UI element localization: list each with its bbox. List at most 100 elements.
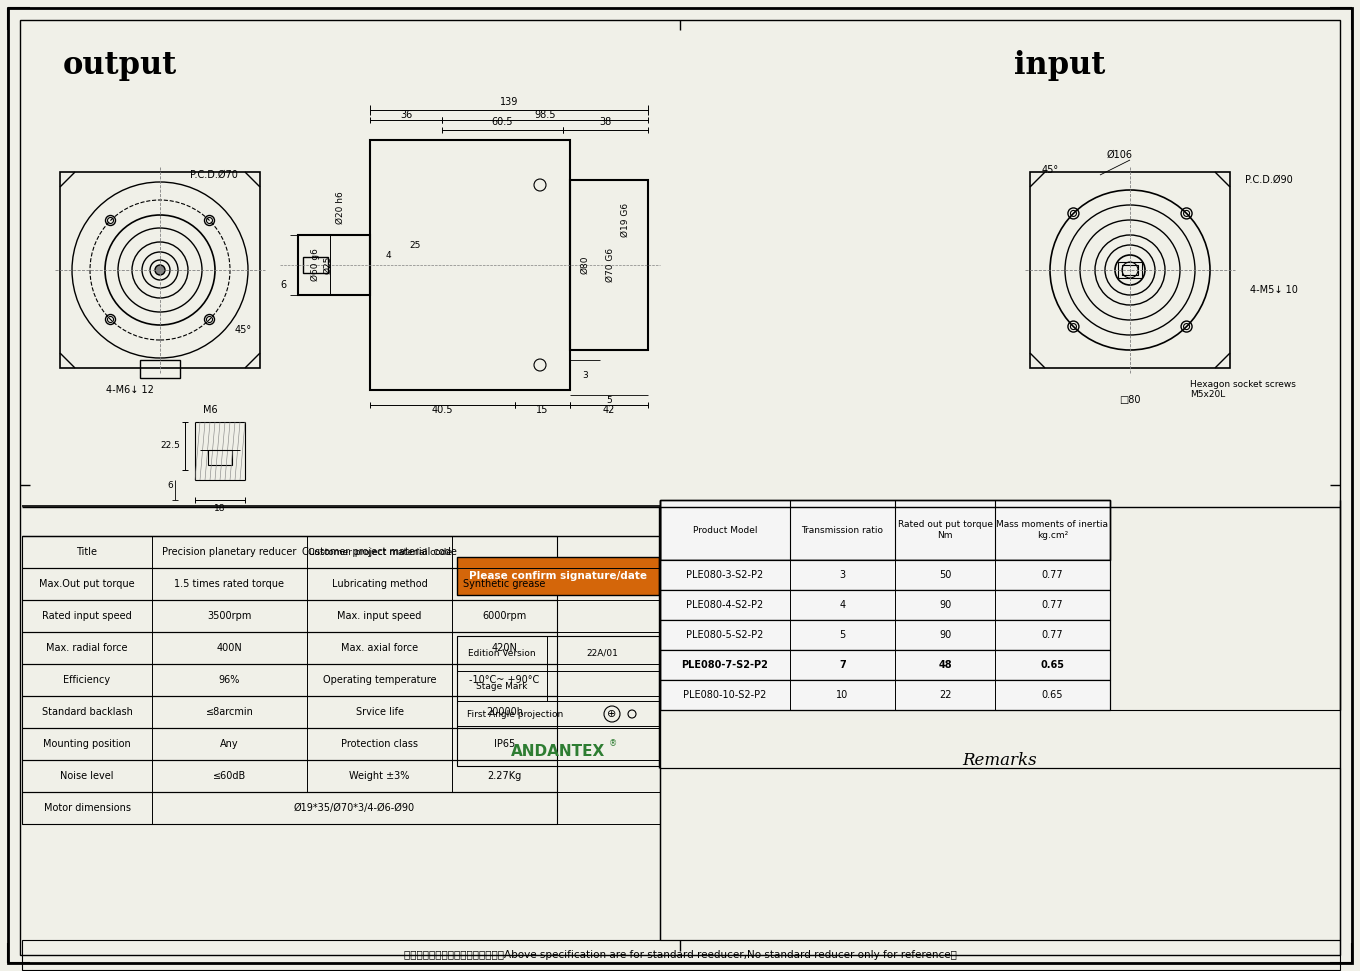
Bar: [1030, 172, 1229, 368]
Bar: [22, 568, 558, 600]
Text: □80: □80: [1119, 395, 1141, 405]
Text: Please confirm signature/date: Please confirm signature/date: [469, 571, 647, 581]
Text: Transmission ratio: Transmission ratio: [801, 525, 884, 534]
Text: 1.5 times rated torque: 1.5 times rated torque: [174, 579, 284, 589]
Bar: [660, 768, 1340, 940]
Text: Operating temperature: Operating temperature: [322, 675, 437, 685]
Text: 98.5: 98.5: [534, 110, 556, 120]
Text: 15: 15: [536, 405, 548, 415]
Text: 420N: 420N: [491, 643, 517, 653]
Text: 3: 3: [839, 570, 846, 580]
Bar: [303, 257, 328, 273]
Bar: [660, 650, 1110, 680]
Text: Ø80: Ø80: [581, 255, 589, 274]
Text: Protection class: Protection class: [341, 739, 418, 749]
Text: 60.5: 60.5: [491, 117, 513, 127]
Text: Efficiency: Efficiency: [64, 675, 110, 685]
Text: P.C.D.Ø90: P.C.D.Ø90: [1244, 175, 1293, 185]
Text: 22.5: 22.5: [160, 441, 180, 450]
Text: Remarks: Remarks: [963, 752, 1038, 768]
Text: 50: 50: [938, 570, 951, 580]
Text: Ø60 g6: Ø60 g6: [310, 249, 320, 282]
Text: 36: 36: [400, 110, 412, 120]
Text: 0.77: 0.77: [1042, 570, 1064, 580]
Text: 0.65: 0.65: [1040, 660, 1065, 670]
Text: output: output: [63, 50, 177, 81]
Bar: [22, 600, 558, 632]
Bar: [660, 680, 1110, 710]
Text: Customer project material code: Customer project material code: [302, 547, 457, 557]
Text: Hexagon socket screws
M5x20L: Hexagon socket screws M5x20L: [1190, 380, 1296, 399]
Bar: [660, 680, 1110, 710]
Text: 6000rpm: 6000rpm: [483, 611, 526, 621]
Bar: [298, 235, 370, 295]
Text: Ø106: Ø106: [1107, 150, 1133, 160]
Text: input: input: [1015, 50, 1106, 81]
Text: 45°: 45°: [235, 325, 252, 335]
Text: PLE080-7-S2-P2: PLE080-7-S2-P2: [681, 660, 768, 670]
Bar: [60, 172, 260, 368]
Bar: [1118, 262, 1142, 278]
Text: 10: 10: [836, 690, 849, 700]
Text: 4: 4: [839, 600, 846, 610]
Text: 2.27Kg: 2.27Kg: [487, 771, 522, 781]
Bar: [570, 180, 647, 350]
Text: Any: Any: [220, 739, 239, 749]
Bar: [660, 500, 1110, 560]
Text: Product Model: Product Model: [692, 525, 758, 534]
Text: Max. input speed: Max. input speed: [337, 611, 422, 621]
Bar: [660, 590, 1110, 620]
Text: IP65: IP65: [494, 739, 515, 749]
Text: 6: 6: [167, 481, 173, 489]
Text: 5: 5: [607, 395, 612, 405]
Text: 0.77: 0.77: [1042, 630, 1064, 640]
Text: Mounting position: Mounting position: [44, 739, 131, 749]
Bar: [370, 140, 570, 390]
Bar: [660, 560, 1110, 590]
Text: First Angle projection: First Angle projection: [466, 710, 563, 719]
Text: 42: 42: [602, 405, 615, 415]
Text: 6: 6: [280, 280, 286, 290]
Text: 48: 48: [938, 660, 952, 670]
Text: Rated input speed: Rated input speed: [42, 611, 132, 621]
Text: 400N: 400N: [216, 643, 242, 653]
Text: M6: M6: [203, 405, 218, 415]
Text: 3500rpm: 3500rpm: [207, 611, 252, 621]
Text: Synthetic grease: Synthetic grease: [464, 579, 545, 589]
Text: Edition Version: Edition Version: [468, 649, 536, 657]
Bar: [208, 450, 233, 465]
Text: Lubricating method: Lubricating method: [332, 579, 427, 589]
Text: 90: 90: [938, 630, 951, 640]
Text: ANDANTEX: ANDANTEX: [511, 744, 605, 758]
Bar: [660, 620, 1110, 650]
Text: Customer project material code: Customer project material code: [307, 548, 452, 556]
Text: -10°C~ +90°C: -10°C~ +90°C: [469, 675, 540, 685]
Bar: [22, 696, 558, 728]
Text: PLE080-3-S2-P2: PLE080-3-S2-P2: [687, 570, 763, 580]
Bar: [660, 560, 1110, 590]
Text: ≤8arcmin: ≤8arcmin: [205, 707, 253, 717]
Text: 4-M6↓ 12: 4-M6↓ 12: [106, 385, 154, 395]
Text: PLE080-5-S2-P2: PLE080-5-S2-P2: [687, 630, 764, 640]
Text: Noise level: Noise level: [60, 771, 114, 781]
Text: 7: 7: [839, 660, 846, 670]
Bar: [22, 940, 1340, 970]
Text: 规格尺寸如有变动，恕不另行通知（Above specification are for standard reeducer,No standard reduce: 规格尺寸如有变动，恕不另行通知（Above specification are …: [404, 950, 956, 960]
Text: Motor dimensions: Motor dimensions: [44, 803, 131, 813]
Text: 3: 3: [582, 371, 588, 380]
Text: 5: 5: [839, 630, 846, 640]
Text: Ø70 G6: Ø70 G6: [605, 248, 615, 282]
Bar: [140, 360, 180, 378]
Bar: [660, 650, 1110, 680]
Bar: [1122, 265, 1138, 275]
Text: Mass moments of inertia
kg.cm²: Mass moments of inertia kg.cm²: [997, 520, 1108, 540]
Text: 22A/01: 22A/01: [586, 649, 617, 657]
Text: 18: 18: [215, 504, 226, 513]
Text: 96%: 96%: [219, 675, 241, 685]
Text: 22: 22: [938, 690, 951, 700]
Text: Title: Title: [76, 547, 98, 557]
Bar: [22, 728, 558, 760]
Text: 0.77: 0.77: [1042, 600, 1064, 610]
Text: 4-M5↓ 10: 4-M5↓ 10: [1250, 285, 1297, 295]
Text: Weight ±3%: Weight ±3%: [350, 771, 409, 781]
